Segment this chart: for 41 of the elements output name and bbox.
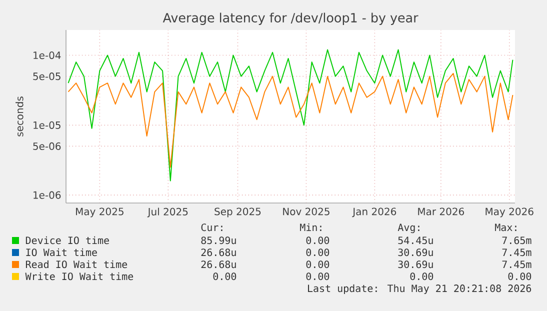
text: Min: xyxy=(300,223,322,231)
text: 85.99u xyxy=(201,236,236,244)
text: 26.68u xyxy=(201,248,236,256)
line-series xyxy=(68,72,514,168)
chart-title: Average latency for /dev/loop1 - by year xyxy=(162,12,418,25)
text: 0.00 xyxy=(213,272,236,280)
y-axis-title: seconds xyxy=(16,96,24,136)
text: Max: xyxy=(495,224,516,232)
y-tick-label: 1e-04 xyxy=(34,52,61,60)
text: 7.65m xyxy=(502,236,532,244)
y-tick-label: 1e-05 xyxy=(34,121,60,129)
text: 0.00 xyxy=(508,272,532,280)
y-tick-label: 1e-06 xyxy=(34,191,61,199)
legend-label: Device IO time xyxy=(26,236,109,244)
y-tick-label: 5e-06 xyxy=(33,142,61,150)
x-tick-label: May 2026 xyxy=(486,208,534,218)
text: 0.00 xyxy=(306,260,330,268)
text: 0.00 xyxy=(410,272,434,280)
x-tick-label: Sep 2025 xyxy=(214,208,261,218)
text: Cur: xyxy=(201,224,222,232)
y-tick-label: 5e-05 xyxy=(33,72,60,80)
legend-label: Write IO Wait time xyxy=(25,272,134,280)
text: Last update: Thu May 21 20:21:08 2026 xyxy=(308,284,532,294)
text: 30.69u xyxy=(398,248,433,256)
x-tick-label: Mar 2026 xyxy=(418,208,464,216)
text: 26.68u xyxy=(201,260,236,268)
text: 0.00 xyxy=(306,236,330,244)
x-tick-label: May 2025 xyxy=(76,208,124,218)
text: 7.45m xyxy=(502,248,532,256)
text: Avg: xyxy=(398,224,420,234)
line-series xyxy=(68,49,514,182)
text: 0.00 xyxy=(306,248,330,256)
text: 30.69u xyxy=(398,260,433,268)
x-tick-label: Jan 2026 xyxy=(352,208,396,218)
legend-label: IO Wait time xyxy=(26,248,97,256)
legend-label: Read IO Wait time xyxy=(26,260,128,268)
text: 0.00 xyxy=(306,272,330,280)
x-tick-label: Nov 2025 xyxy=(283,208,330,216)
text: 7.45m xyxy=(502,260,532,268)
text: 54.45u xyxy=(398,236,433,244)
x-tick-label: Jul 2025 xyxy=(147,208,188,218)
